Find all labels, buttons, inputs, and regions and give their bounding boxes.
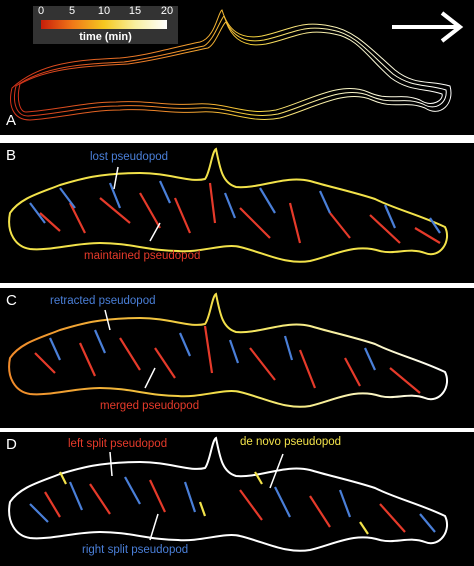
panel-b: B lost pseudopod maintained pseudopod (0, 143, 474, 283)
colorbar-ticks: 0 5 10 15 20 (33, 5, 178, 17)
lost-pseudopod-label: lost pseudopod (90, 151, 169, 163)
colorbar-tick: 0 (37, 5, 45, 17)
retracted-pseudopod-label: retracted pseudopod (50, 295, 156, 307)
panel-label: C (6, 292, 17, 309)
colorbar-tick: 10 (97, 5, 111, 17)
colorbar-tick: 5 (68, 5, 76, 17)
colorbar-title: time (min) (79, 31, 132, 43)
panel-c-outline (8, 292, 448, 408)
colorbar-tick: 15 (128, 5, 142, 17)
de-novo-pseudopod-label: de novo pseudopod (240, 436, 342, 448)
right-split-pseudopod-label: right split pseudopod (82, 544, 189, 556)
panel-d-outline (8, 436, 448, 552)
panel-label: D (6, 436, 17, 453)
panel-a-outlines (10, 9, 452, 121)
maintained-pseudopod-label: maintained pseudopod (84, 250, 201, 262)
left-split-pseudopod-label: left split pseudopod (68, 438, 168, 450)
direction-arrow-icon (392, 11, 464, 43)
merged-pseudopod-label: merged pseudopod (100, 400, 200, 412)
panel-b-outline (8, 147, 448, 263)
panel-a: 0 5 10 15 20 time (min) A (0, 0, 474, 135)
panel-c: C retracted pseudopod merged pseudopod (0, 288, 474, 428)
colorbar-tick: 20 (160, 5, 174, 17)
panel-d: D left split pseudopod de novo pseudopod… (0, 432, 474, 566)
colorbar-gradient (41, 20, 167, 29)
panel-label: A (6, 112, 17, 129)
panel-label: B (6, 147, 17, 164)
colorbar: 0 5 10 15 20 time (min) (33, 5, 178, 44)
